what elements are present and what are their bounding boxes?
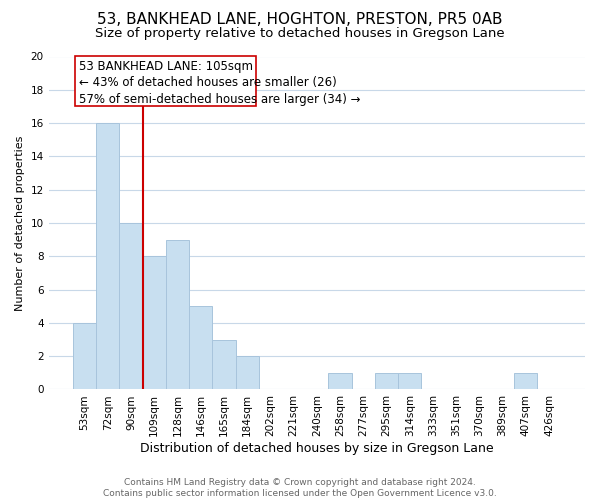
Bar: [328, 373, 352, 390]
Bar: [212, 340, 236, 390]
Text: 57% of semi-detached houses are larger (34) →: 57% of semi-detached houses are larger (…: [79, 93, 361, 106]
Bar: [189, 306, 212, 390]
Bar: [514, 373, 538, 390]
Y-axis label: Number of detached properties: Number of detached properties: [15, 136, 25, 310]
Bar: [119, 223, 143, 390]
Bar: [375, 373, 398, 390]
Text: Size of property relative to detached houses in Gregson Lane: Size of property relative to detached ho…: [95, 28, 505, 40]
Bar: [166, 240, 189, 390]
X-axis label: Distribution of detached houses by size in Gregson Lane: Distribution of detached houses by size …: [140, 442, 494, 455]
FancyBboxPatch shape: [76, 56, 256, 106]
Text: Contains HM Land Registry data © Crown copyright and database right 2024.
Contai: Contains HM Land Registry data © Crown c…: [103, 478, 497, 498]
Text: 53, BANKHEAD LANE, HOGHTON, PRESTON, PR5 0AB: 53, BANKHEAD LANE, HOGHTON, PRESTON, PR5…: [97, 12, 503, 28]
Bar: [73, 323, 96, 390]
Bar: [96, 123, 119, 390]
Text: ← 43% of detached houses are smaller (26): ← 43% of detached houses are smaller (26…: [79, 76, 337, 90]
Text: 53 BANKHEAD LANE: 105sqm: 53 BANKHEAD LANE: 105sqm: [79, 60, 253, 73]
Bar: [143, 256, 166, 390]
Bar: [398, 373, 421, 390]
Bar: [236, 356, 259, 390]
